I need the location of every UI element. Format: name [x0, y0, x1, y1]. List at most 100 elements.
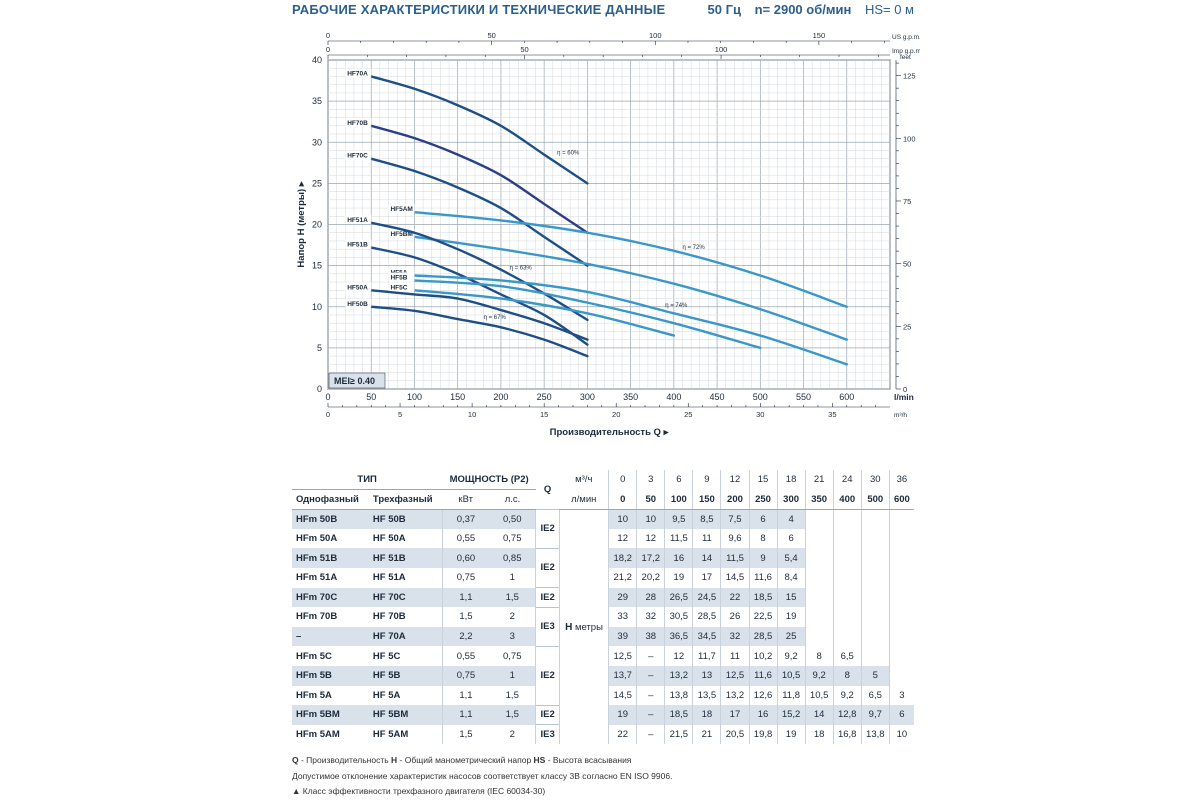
row-head-value: –	[636, 665, 665, 686]
table-row: HFm 5BM HF 5BM 1,1 1,5 IE2 19–18,5 18 17 16 15,2 1…	[292, 704, 914, 725]
row-head-value: 25	[776, 626, 806, 647]
curve-label-bg	[345, 298, 372, 308]
row-head-value: 38	[636, 626, 665, 647]
mei-badge	[328, 372, 386, 389]
row-head-value: 14,5	[608, 685, 637, 706]
row-head-value: 39	[608, 626, 637, 647]
row-single-phase: HFm 51A	[292, 567, 369, 588]
row-head-value: 12	[664, 646, 693, 666]
curve-label-hf50a: HF50A	[347, 284, 368, 291]
row-head-value: 32	[636, 607, 665, 627]
row-head-value	[804, 528, 834, 549]
curve-label-bg	[388, 204, 415, 214]
row-head-value: 4	[776, 509, 806, 529]
row-ie-class: IE2	[535, 508, 560, 549]
head-lmin-value: 0	[608, 489, 637, 510]
row-kw: 1,5	[441, 607, 490, 627]
row-hp: 1,5	[489, 685, 536, 706]
row-kw: 0,55	[441, 646, 490, 666]
y-tick-label: 25	[312, 178, 322, 188]
head-three-phase: Трехфазный	[368, 489, 443, 510]
frequency-label: 50 Гц	[707, 2, 741, 17]
row-head-value: 13	[692, 665, 721, 686]
row-head-value: 8	[748, 528, 778, 549]
row-head-value	[888, 607, 914, 627]
head-m3h-value: 0	[608, 470, 637, 490]
row-head-value: 11,7	[692, 646, 721, 666]
suction-height-label: HS= 0 м	[864, 2, 914, 17]
legend-q: Q	[292, 755, 299, 765]
curve-label-bg	[345, 117, 372, 127]
legend-hs-text: - Высота всасывания	[545, 755, 632, 765]
row-head-value: 15,2	[776, 705, 806, 725]
row-head-value: 9,2	[776, 646, 806, 666]
row-head-value: –	[636, 724, 665, 745]
row-head-value: 9,5	[664, 509, 693, 529]
row-head-value: 22,5	[748, 607, 778, 627]
row-hp: 2	[489, 607, 536, 627]
legend-line: Q - Производительность H - Общий маномет…	[292, 752, 914, 768]
feet-unit-label: feet	[900, 54, 911, 61]
usgpm-tick-label: 0	[326, 31, 330, 40]
row-head-value: 6	[748, 509, 778, 529]
row-head-value: 8	[832, 665, 862, 686]
row-head-value: 12,8	[832, 705, 862, 725]
row-head-value: 18,5	[748, 587, 778, 608]
head-m3h-value: 3	[636, 470, 665, 490]
row-head-value: 16,8	[832, 724, 862, 745]
row-head-value: 21,5	[664, 724, 693, 745]
row-three-phase: HF 70B	[368, 607, 443, 627]
feet-tick-label: 100	[903, 134, 916, 143]
table-row: HFm 51A HF 51A 0,75 1 21,2 20,2 19 17 14,5 11,6 8,…	[292, 567, 914, 588]
curve-hf70b	[370, 124, 589, 234]
row-head-value: 19,8	[748, 724, 778, 745]
y-tick-label: 30	[312, 137, 322, 147]
row-head-value: 26,5	[664, 587, 693, 608]
row-head-value: 17	[720, 705, 749, 725]
row-head-value: 11,5	[720, 548, 749, 568]
footer-notes: Q - Производительность H - Общий маномет…	[292, 752, 914, 784]
row-three-phase: HF 5A	[368, 685, 443, 706]
efficiency-label: η = 63%	[510, 266, 533, 272]
row-ie-class: IE3	[535, 606, 560, 647]
row-head-value: 6	[776, 528, 806, 549]
row-head-value: 12,6	[748, 685, 778, 706]
head-lmin-value: 400	[832, 489, 862, 510]
row-head-value: 26	[720, 607, 749, 627]
head-m3h-value: 21	[804, 470, 834, 490]
curve-hf70a	[370, 75, 589, 185]
curve-label-hf70c: HF70C	[347, 153, 368, 160]
row-ie-class: IE2	[535, 587, 560, 608]
table-row: HFm 50A HF 50A 0,55 0,75 12 12 11,5 11 9,6 8 6	[292, 528, 914, 549]
row-three-phase: HF 50B	[368, 509, 443, 529]
row-head-value	[860, 646, 890, 666]
row-head-value: 11,6	[748, 567, 778, 588]
curve-hf5b	[413, 279, 762, 350]
legend-h-text: - Общий манометрический напор	[397, 755, 534, 765]
row-head-value: 22	[720, 587, 749, 608]
row-head-value: 13,2	[664, 665, 693, 686]
row-single-phase: HFm 50B	[292, 509, 369, 529]
h-unit: метры	[572, 621, 603, 633]
row-head-value: 10,2	[748, 646, 778, 666]
row-single-phase: –	[292, 626, 369, 647]
x-unit-label: l/min	[894, 392, 914, 402]
row-head-value: 20,2	[636, 567, 665, 588]
row-head-value: 7,5	[720, 509, 749, 529]
row-head-value	[860, 548, 890, 568]
row-single-phase: HFm 5B	[292, 665, 369, 686]
row-head-value: 10,5	[776, 665, 806, 686]
page-title: РАБОЧИЕ ХАРАКТЕРИСТИКИ И ТЕХНИЧЕСКИЕ ДАН…	[292, 2, 666, 17]
row-head-value: 13,7	[608, 665, 637, 686]
row-hp: 0,50	[489, 509, 536, 529]
row-kw: 0,60	[441, 548, 490, 568]
legend-h: H	[391, 755, 398, 765]
head-lmin-value: 600	[888, 489, 914, 510]
row-kw: 0,75	[441, 665, 490, 686]
row-head-value: 12	[636, 528, 665, 549]
row-head-value	[888, 567, 914, 588]
row-head-value: 3	[888, 685, 914, 706]
tolerance-note: Допустимое отклонение характеристик насо…	[292, 771, 673, 781]
